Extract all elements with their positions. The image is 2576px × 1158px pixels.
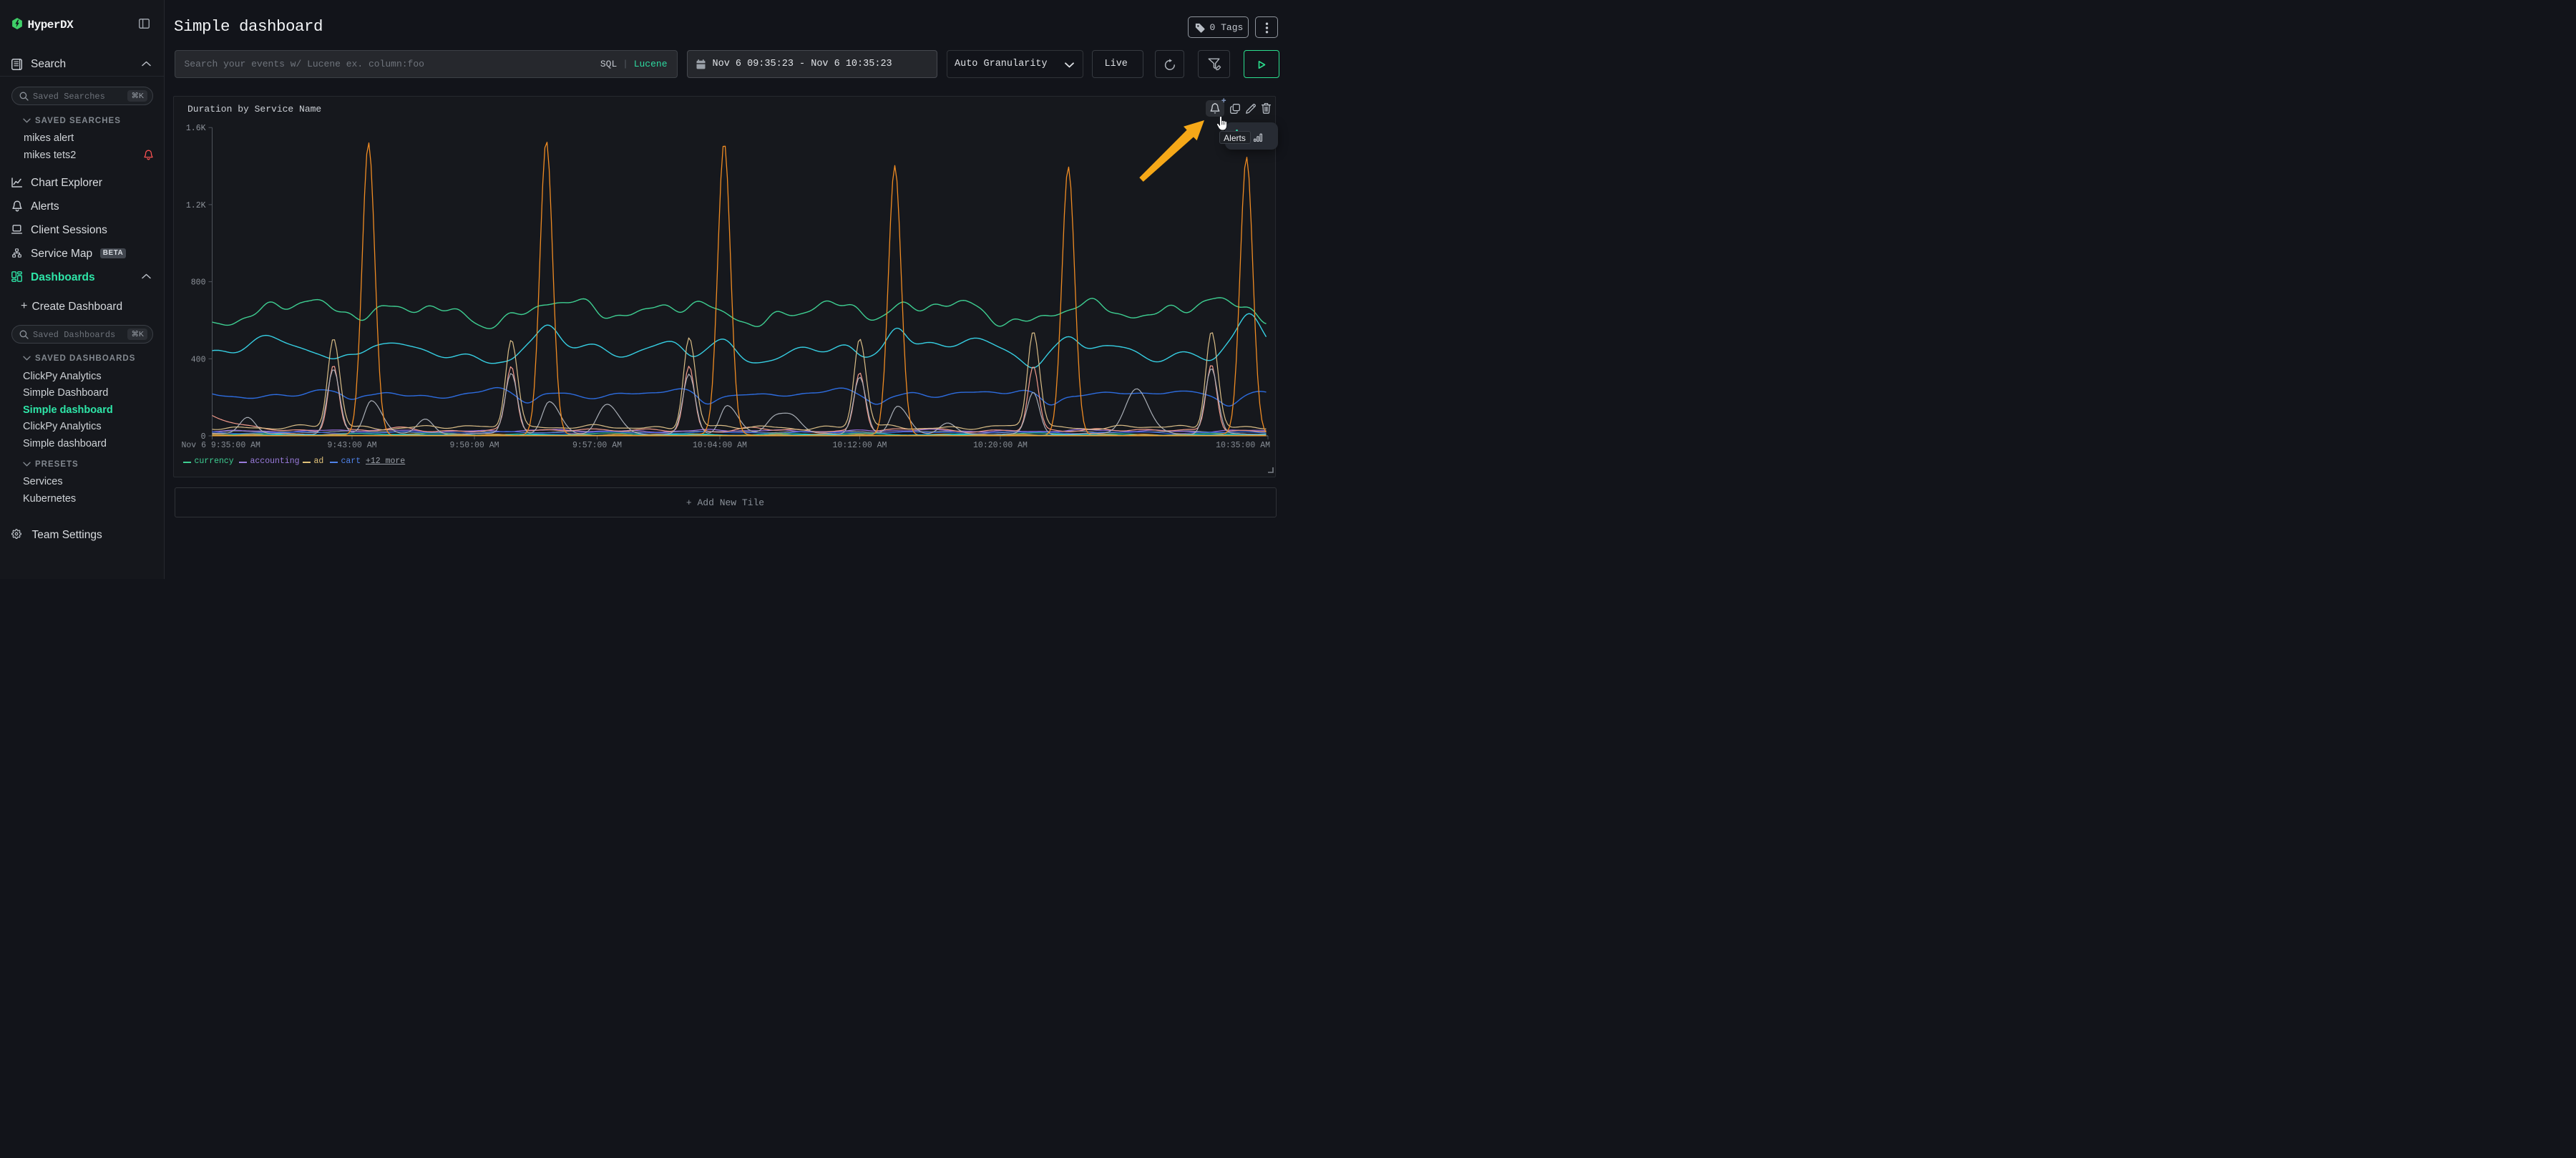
svg-text:10:12:00 AM: 10:12:00 AM bbox=[833, 441, 887, 450]
svg-text:400: 400 bbox=[191, 355, 206, 364]
svg-text:10:20:00 AM: 10:20:00 AM bbox=[973, 441, 1028, 450]
svg-text:9:57:00 AM: 9:57:00 AM bbox=[572, 441, 622, 450]
svg-text:10:04:00 AM: 10:04:00 AM bbox=[693, 441, 747, 450]
svg-text:9:50:00 AM: 9:50:00 AM bbox=[449, 441, 499, 450]
svg-text:1.2K: 1.2K bbox=[186, 201, 206, 210]
svg-text:10:35:00 AM: 10:35:00 AM bbox=[1216, 441, 1270, 450]
svg-text:1.6K: 1.6K bbox=[186, 124, 206, 133]
svg-text:Nov 6 9:35:00 AM: Nov 6 9:35:00 AM bbox=[182, 441, 261, 450]
svg-text:800: 800 bbox=[191, 278, 206, 288]
svg-text:9:43:00 AM: 9:43:00 AM bbox=[327, 441, 376, 450]
svg-text:0: 0 bbox=[201, 432, 206, 442]
